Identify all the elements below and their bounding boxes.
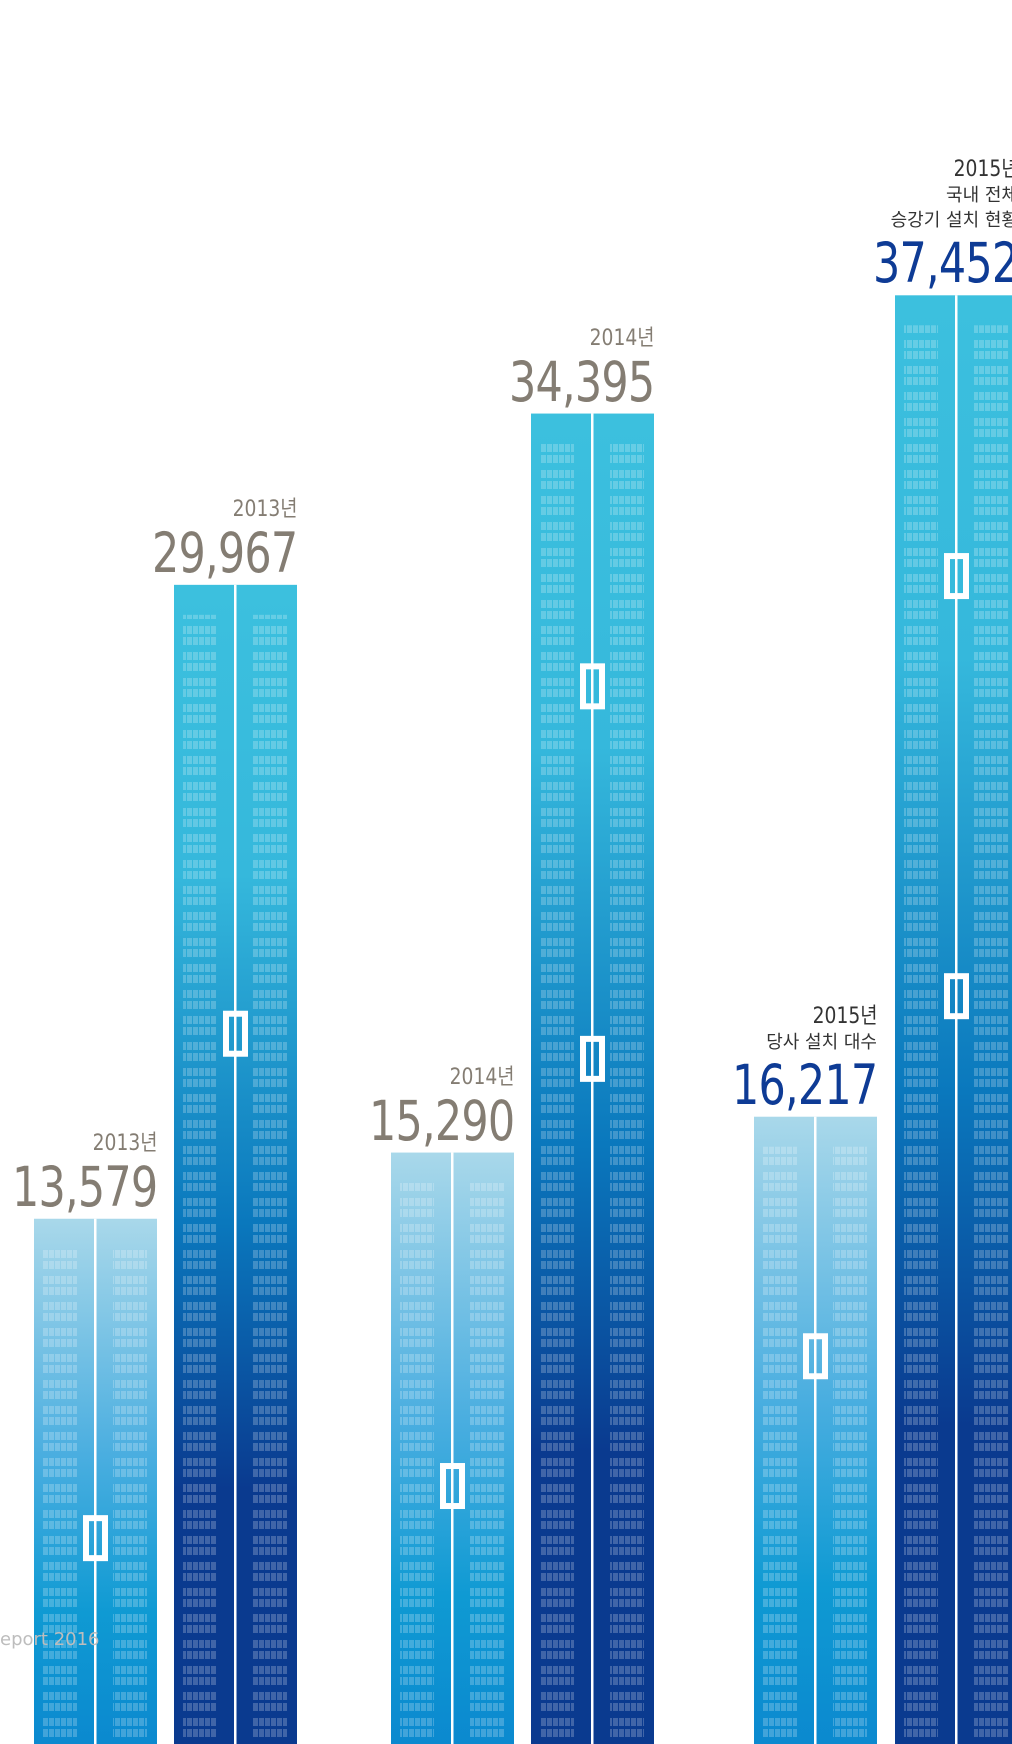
- bar-windows-left: [540, 443, 574, 1744]
- elevator-car: [223, 1010, 248, 1057]
- bar-windows-left: [183, 614, 217, 1744]
- elevator-car: [580, 663, 605, 710]
- year-label: 2015년: [812, 1003, 877, 1029]
- bar-windows-left: [904, 325, 938, 1744]
- elevator-car: [440, 1463, 465, 1510]
- bar-windows-left: [400, 1182, 434, 1744]
- bar-windows-left: [43, 1248, 77, 1744]
- bar-windows-right: [610, 443, 644, 1744]
- bar-windows-left: [763, 1146, 797, 1744]
- value-label: 29,967: [151, 520, 298, 585]
- value-label: 13,579: [11, 1154, 158, 1219]
- bar-subtitle: 당사 설치 대수: [766, 1031, 877, 1053]
- year-label: 2014년: [449, 1064, 514, 1090]
- bar-4: [531, 413, 654, 1744]
- bar-windows-right: [833, 1146, 867, 1744]
- bar-subtitle: 승강기 설치 현황: [890, 210, 1012, 232]
- elevator-car: [803, 1333, 828, 1380]
- bar-windows-right: [113, 1248, 147, 1744]
- bar-2: [174, 584, 297, 1744]
- bar-windows-right: [253, 614, 287, 1744]
- elevator-car: [83, 1515, 108, 1562]
- bar-1: [34, 1218, 157, 1744]
- year-label: 2014년: [589, 325, 654, 351]
- elevator-shaft-line: [451, 1152, 454, 1744]
- value-label: 37,452: [872, 231, 1012, 296]
- bar-windows-right: [974, 325, 1008, 1744]
- bar-label-3: 2014년 15,290: [328, 1059, 515, 1153]
- bar-5: [754, 1116, 877, 1744]
- elevator-car: [580, 1035, 605, 1082]
- elevator-car: [944, 553, 969, 600]
- year-label: 2013년: [92, 1130, 157, 1156]
- bar-label-1: 2013년 13,579: [0, 1125, 158, 1219]
- bar-windows-right: [470, 1182, 504, 1744]
- year-label: 2015년: [953, 157, 1012, 183]
- bar-label-5: 2015년 당사 설치 대수 16,217: [691, 998, 878, 1117]
- elevator-shaft-line: [94, 1218, 97, 1744]
- value-label: 34,395: [508, 349, 655, 414]
- elevator-shaft-line: [955, 295, 958, 1744]
- value-label: 16,217: [731, 1052, 878, 1117]
- value-label: 15,290: [368, 1088, 515, 1153]
- footer-text: eport 2016: [0, 1629, 100, 1650]
- bar-subtitle: 국내 전체: [946, 185, 1012, 207]
- bar-6: [895, 295, 1012, 1744]
- elevator-shaft-line: [814, 1116, 817, 1744]
- bar-label-2: 2013년 29,967: [111, 491, 298, 585]
- year-label: 2013년: [232, 496, 297, 522]
- elevator-car: [944, 973, 969, 1020]
- elevator-shaft-line: [234, 584, 237, 1744]
- bar-label-4: 2014년 34,395: [468, 320, 655, 414]
- bar-3: [391, 1152, 514, 1744]
